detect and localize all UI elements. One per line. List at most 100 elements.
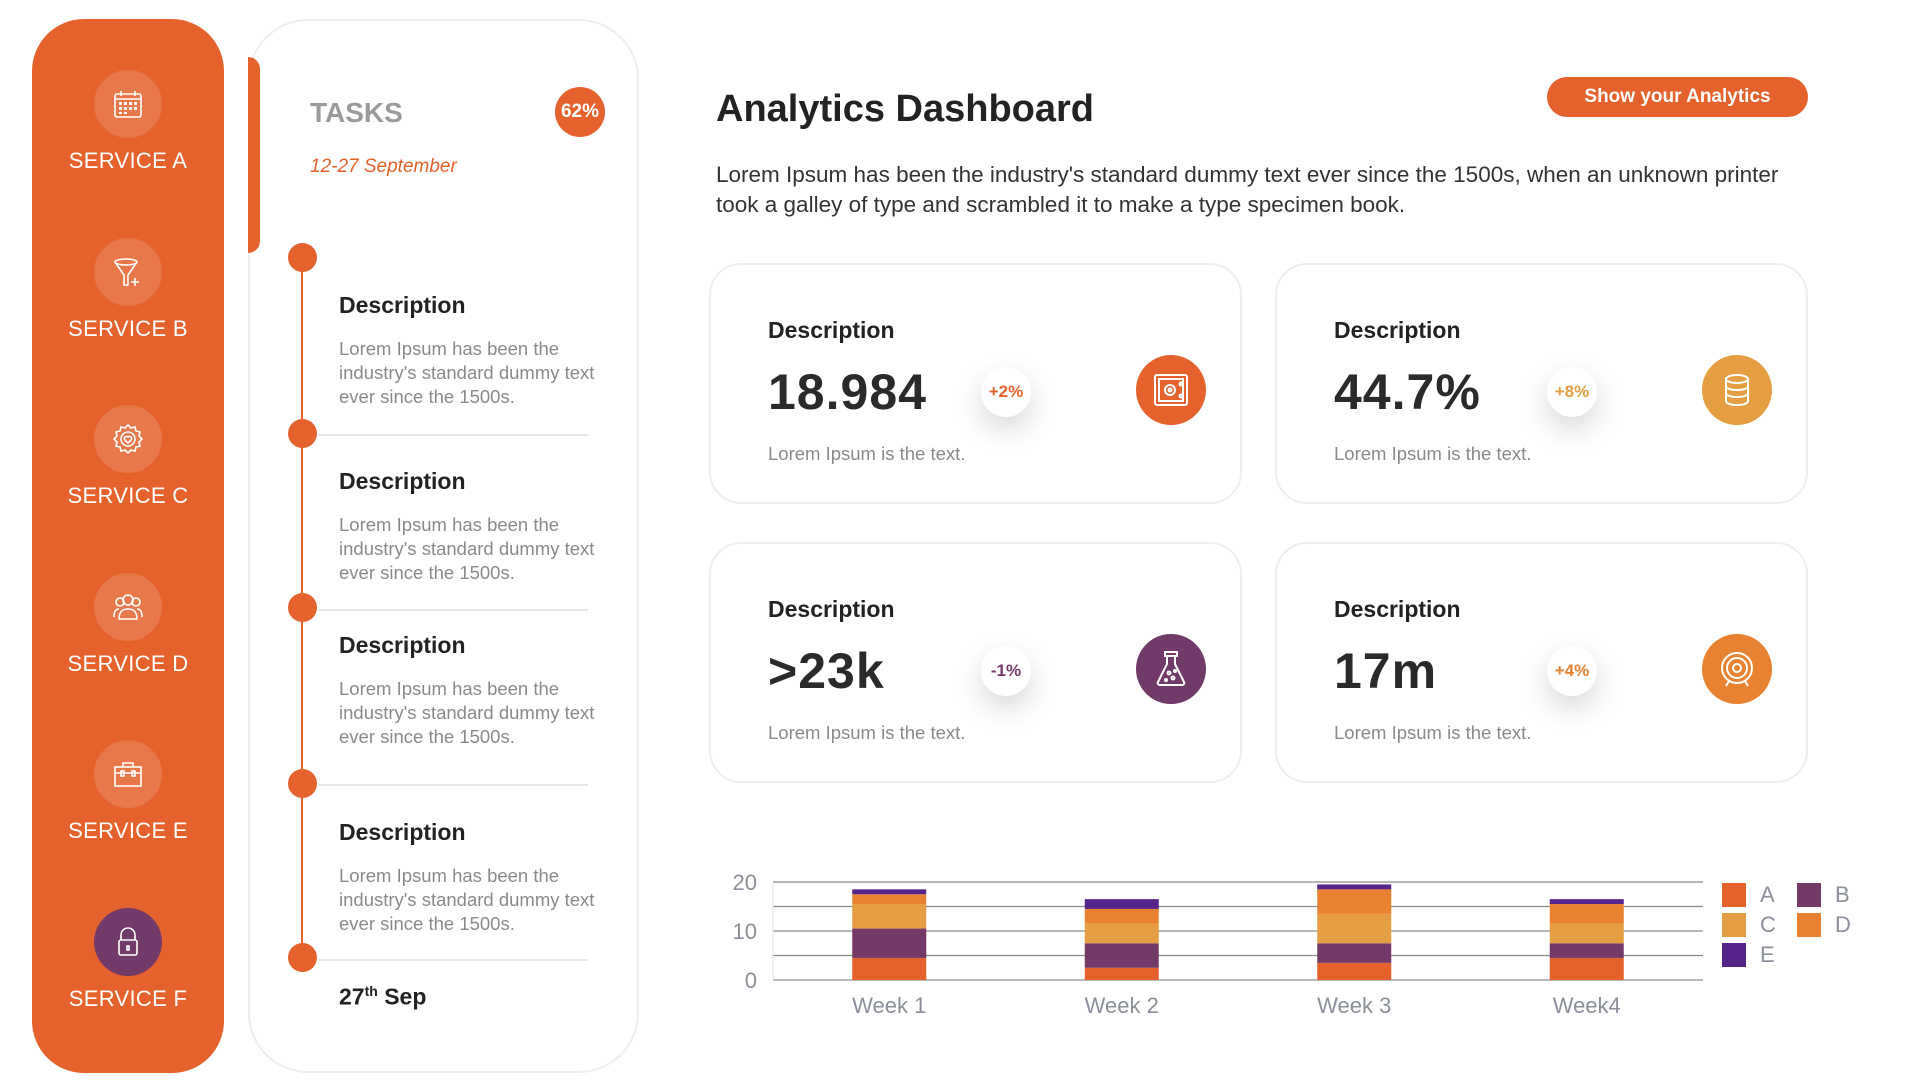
legend-swatch (1797, 913, 1821, 937)
card-value: >23k (768, 643, 885, 699)
bar-segment-a (1084, 967, 1159, 980)
bar-segment-d (1084, 908, 1159, 924)
bar-segment-d (1549, 904, 1624, 924)
tasks-title: TASKS (310, 97, 403, 128)
task-title: Description (339, 819, 466, 845)
sidebar-item-label: SERVICE C (67, 483, 189, 509)
legend-label: A (1760, 882, 1775, 907)
bar-segment-e (1084, 899, 1159, 909)
timeline-divider (318, 959, 588, 961)
sidebar-item-label: SERVICE A (68, 148, 188, 173)
task-item: Description Lorem Ipsum has been the indu… (339, 468, 599, 585)
show-analytics-button[interactable]: Show your Analytics (1547, 77, 1808, 117)
sidebar-item-service-b[interactable]: SERVICE B (32, 237, 224, 342)
card-value: 17m (1334, 643, 1438, 699)
bar-segment-a (1317, 962, 1392, 980)
card-title: Description (768, 317, 895, 343)
y-tick-label: 0 (745, 968, 757, 993)
card-value: 18.984 (768, 364, 927, 420)
tasks-date-range: 12-27 September (310, 156, 457, 177)
timeline-dot (288, 943, 317, 972)
legend-swatch (1722, 883, 1746, 907)
timeline-dot (288, 419, 317, 448)
sidebar-item-service-c[interactable]: SERVICE C (32, 405, 224, 509)
end-suffix: th (364, 983, 378, 999)
timeline-dot (288, 243, 317, 272)
legend-label: E (1760, 942, 1775, 967)
sidebar-item-label: SERVICE D (67, 650, 189, 676)
bar-segment-b (1549, 943, 1624, 958)
x-tick-label: Week 1 (852, 993, 926, 1018)
task-item: Description Lorem Ipsum has been the indu… (339, 819, 599, 936)
stat-card: Description 44.7% +8% Lorem Ipsum is the… (1275, 263, 1808, 504)
y-tick-label: 20 (733, 870, 757, 895)
legend-item-b: B (1797, 882, 1850, 908)
bar-segment-b (1317, 943, 1392, 963)
x-tick-label: Week 3 (1317, 993, 1391, 1018)
bar-segment-c (852, 904, 927, 929)
card-change-badge: +4% (1547, 646, 1597, 696)
sidebar: SERVICE A SERVICE B SERVICE C SERVICE D SERV… (32, 19, 224, 1073)
card-change-badge: +8% (1547, 367, 1597, 417)
bar-segment-c (1317, 913, 1392, 944)
bar-segment-e (1317, 884, 1392, 890)
sidebar-item-label: SERVICE B (68, 315, 188, 341)
task-text: Lorem Ipsum has been the industry's stan… (339, 865, 595, 934)
safe-icon (1136, 355, 1206, 425)
legend-label: D (1835, 912, 1851, 937)
sidebar-item-service-a[interactable]: SERVICE A (32, 70, 224, 174)
x-tick-label: Week 2 (1085, 993, 1159, 1018)
tasks-panel (248, 19, 639, 1073)
card-title: Description (1334, 317, 1461, 343)
card-value: 44.7% (1334, 364, 1481, 420)
y-tick-label: 10 (733, 919, 757, 944)
task-title: Description (339, 292, 466, 318)
legend-swatch (1722, 943, 1746, 967)
timeline-divider (318, 609, 588, 611)
bar-segment-d (1317, 889, 1392, 914)
card-subtitle: Lorem Ipsum is the text. (1334, 443, 1532, 464)
timeline-end-date: 27th Sep (339, 983, 426, 1011)
card-subtitle: Lorem Ipsum is the text. (768, 722, 966, 743)
timeline-divider (318, 784, 588, 786)
sidebar-item-service-f[interactable]: SERVICE F (32, 908, 224, 1012)
legend-item-d: D (1797, 912, 1851, 938)
legend-swatch (1797, 883, 1821, 907)
card-change-badge: -1% (981, 646, 1031, 696)
task-text: Lorem Ipsum has been the industry's stan… (339, 514, 595, 583)
card-change-badge: +2% (981, 367, 1031, 417)
bar-segment-b (852, 928, 927, 958)
card-subtitle: Lorem Ipsum is the text. (768, 443, 966, 464)
legend-label: B (1835, 882, 1850, 907)
task-item: Description Lorem Ipsum has been the indu… (339, 292, 599, 409)
coins-stack-icon (1702, 355, 1772, 425)
toolbox-icon (94, 740, 162, 809)
bar-segment-b (1084, 943, 1159, 968)
legend-item-e: E (1722, 942, 1775, 968)
calendar-icon (94, 70, 162, 138)
stacked-bar-chart: 0 10 20 Week 1 Week 2 Week 3 Week4 (733, 870, 1703, 1018)
timeline-divider (318, 434, 588, 436)
legend-item-a: A (1722, 882, 1775, 908)
bar-segment-a (852, 957, 927, 980)
end-month: Sep (384, 983, 427, 1010)
funnel-plus-icon (94, 237, 162, 306)
card-title: Description (1334, 596, 1461, 622)
tasks-panel-tab (248, 57, 260, 253)
sidebar-item-label: SERVICE F (68, 986, 188, 1011)
task-text: Lorem Ipsum has been the industry's stan… (339, 678, 595, 747)
stat-card: Description >23k -1% Lorem Ipsum is the … (709, 542, 1242, 783)
sidebar-item-service-d[interactable]: SERVICE D (32, 572, 224, 677)
legend-item-c: C (1722, 912, 1776, 938)
x-tick-label: Week4 (1553, 993, 1621, 1018)
intro-text: Lorem Ipsum has been the industry's stan… (716, 162, 1779, 217)
tasks-progress-badge: 62% (555, 87, 605, 137)
legend-label: C (1760, 912, 1776, 937)
users-icon (94, 572, 162, 641)
legend-swatch (1722, 913, 1746, 937)
sidebar-item-label: SERVICE E (68, 818, 188, 844)
task-title: Description (339, 468, 466, 494)
sidebar-item-service-e[interactable]: SERVICE E (32, 740, 224, 844)
bar-segment-c (1084, 923, 1159, 944)
gear-heart-icon (94, 405, 162, 474)
